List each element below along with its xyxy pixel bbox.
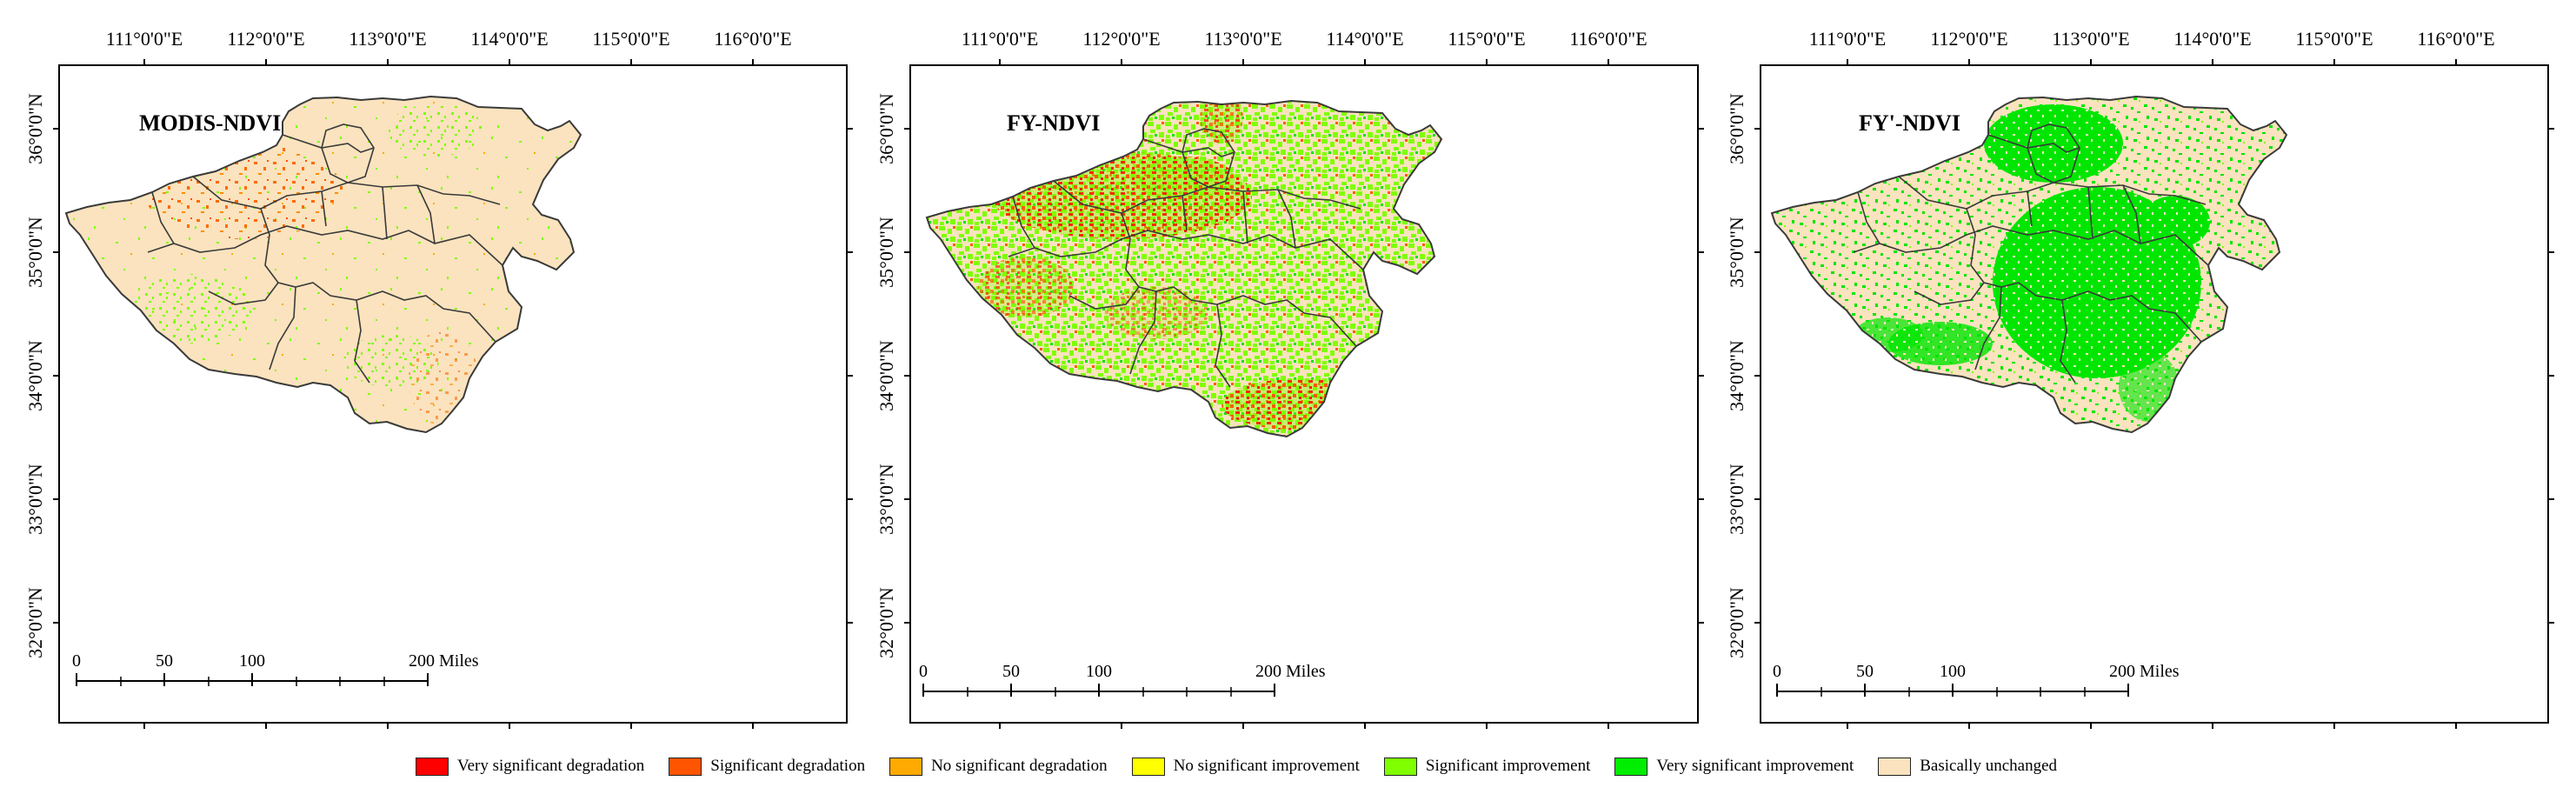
legend-item-significant-improvement: Significant improvement: [1383, 757, 1591, 776]
scale-bar: 0 50 100 200 Miles: [919, 662, 1326, 697]
lon-label: 114°0'0"E: [2173, 28, 2251, 50]
legend-swatch: [1383, 757, 1417, 776]
legend-label: Significant improvement: [1425, 757, 1591, 775]
lon-label: 114°0'0"E: [470, 28, 548, 50]
panel-title: FY'-NDVI: [1859, 110, 1960, 136]
legend-item-no-significant-degradation: No significant degradation: [889, 757, 1108, 776]
lat-label: 32°0'0"N: [875, 587, 897, 658]
lat-label: 35°0'0"N: [1726, 217, 1747, 288]
lat-label: 33°0'0"N: [24, 464, 46, 535]
scale-label: 100: [1086, 662, 1112, 681]
lat-label: 35°0'0"N: [24, 217, 46, 288]
legend-item-basically-unchanged: Basically unchanged: [1878, 757, 2057, 776]
lon-label: 113°0'0"E: [2052, 28, 2129, 50]
lat-label: 32°0'0"N: [1726, 587, 1747, 658]
legend-label: Basically unchanged: [1920, 757, 2058, 775]
lon-label: 114°0'0"E: [1326, 28, 1403, 50]
lat-label: 33°0'0"N: [1726, 464, 1747, 535]
lon-label: 116°0'0"E: [2417, 28, 2494, 50]
legend-item-significant-degradation: Significant degradation: [669, 757, 865, 776]
latitude-ticks-left: 36°0'0"N 35°0'0"N 34°0'0"N 33°0'0"N 32°0…: [24, 93, 59, 658]
lon-label: 112°0'0"E: [1082, 28, 1160, 50]
scale-label: 0: [1773, 662, 1781, 681]
scale-label: 50: [1856, 662, 1874, 681]
lon-label: 113°0'0"E: [1204, 28, 1281, 50]
legend-label: No significant degradation: [931, 757, 1108, 775]
panel-title: FY-NDVI: [1007, 110, 1100, 136]
latitude-ticks-left: 36°0'0"N 35°0'0"N 34°0'0"N 33°0'0"N 32°0…: [1726, 93, 1761, 658]
lon-label: 111°0'0"E: [106, 28, 183, 50]
lon-label: 111°0'0"E: [1809, 28, 1887, 50]
legend: Very significant degradation Significant…: [416, 749, 2241, 784]
scale-label: 50: [156, 651, 173, 671]
panel-title: MODIS-NDVI: [139, 110, 281, 136]
scale-bar: 0 50 100 200 Miles: [1773, 662, 2180, 697]
scale-label: 200 Miles: [2109, 662, 2180, 681]
lat-label: 36°0'0"N: [875, 93, 897, 164]
lat-label: 33°0'0"N: [875, 464, 897, 535]
legend-label: Significant degradation: [710, 757, 866, 775]
edge-ticks: [143, 128, 853, 729]
legend-swatch: [669, 757, 702, 776]
lon-label: 115°0'0"E: [592, 28, 669, 50]
scale-label: 100: [1940, 662, 1966, 681]
legend-swatch: [889, 757, 923, 776]
scale-label: 0: [72, 651, 81, 671]
edge-ticks: [999, 128, 1704, 729]
longitude-ticks-top: 111°0'0"E 112°0'0"E 113°0'0"E 114°0'0"E …: [962, 28, 1647, 65]
lon-label: 112°0'0"E: [227, 28, 304, 50]
edge-ticks: [1847, 128, 2554, 729]
lat-label: 34°0'0"N: [1726, 340, 1747, 411]
legend-swatch: [1131, 757, 1165, 776]
lat-label: 34°0'0"N: [24, 340, 46, 411]
lat-label: 36°0'0"N: [24, 93, 46, 164]
latitude-ticks-left: 36°0'0"N 35°0'0"N 34°0'0"N 33°0'0"N 32°0…: [875, 93, 910, 658]
legend-swatch: [1878, 757, 1912, 776]
scale-label: 50: [1002, 662, 1020, 681]
lat-label: 35°0'0"N: [875, 217, 897, 288]
legend-swatch: [416, 757, 449, 776]
legend-swatch: [1614, 757, 1648, 776]
panel-fy: 111°0'0"E 112°0'0"E 113°0'0"E 114°0'0"E …: [875, 28, 1704, 729]
longitude-ticks-top: 111°0'0"E 112°0'0"E 113°0'0"E 114°0'0"E …: [106, 28, 792, 65]
scale-label: 200 Miles: [1255, 662, 1326, 681]
lon-label: 113°0'0"E: [349, 28, 426, 50]
lon-label: 112°0'0"E: [1930, 28, 2007, 50]
legend-item-very-significant-degradation: Very significant degradation: [416, 757, 644, 776]
legend-item-very-significant-improvement: Very significant improvement: [1614, 757, 1854, 776]
panel-fy-prime: 111°0'0"E 112°0'0"E 113°0'0"E 114°0'0"E …: [1726, 28, 2554, 729]
legend-item-no-significant-improvement: No significant improvement: [1131, 757, 1360, 776]
longitude-ticks-top: 111°0'0"E 112°0'0"E 113°0'0"E 114°0'0"E …: [1809, 28, 2495, 65]
panel-modis: 111°0'0"E 112°0'0"E 113°0'0"E 114°0'0"E …: [24, 28, 853, 729]
scale-bar: 0 50 100 200 Miles: [72, 651, 479, 686]
legend-label: Very significant degradation: [457, 757, 645, 775]
lat-label: 36°0'0"N: [1726, 93, 1747, 164]
lon-label: 115°0'0"E: [1448, 28, 1525, 50]
lat-label: 34°0'0"N: [875, 340, 897, 411]
lat-label: 32°0'0"N: [24, 587, 46, 658]
legend-label: No significant improvement: [1173, 757, 1360, 775]
legend-label: Very significant improvement: [1656, 757, 1854, 775]
scale-label: 0: [919, 662, 928, 681]
scale-label: 100: [239, 651, 265, 671]
lon-label: 115°0'0"E: [2295, 28, 2373, 50]
scale-label: 200 Miles: [409, 651, 479, 671]
lon-label: 116°0'0"E: [714, 28, 791, 50]
lon-label: 111°0'0"E: [962, 28, 1039, 50]
lon-label: 116°0'0"E: [1569, 28, 1647, 50]
